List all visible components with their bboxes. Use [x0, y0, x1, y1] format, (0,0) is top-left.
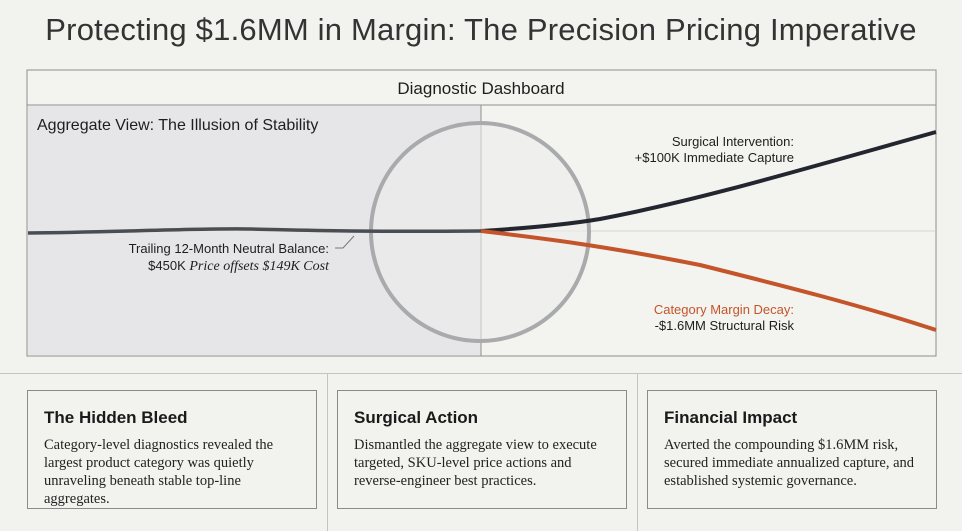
aggregate-label: Aggregate View: The Illusion of Stabilit…	[37, 117, 318, 134]
section-divider	[0, 373, 962, 374]
neutral-label-prefix: $450K	[148, 258, 186, 273]
neutral-label-line2: $450K Price offsets $149K Cost	[148, 258, 330, 274]
page-title: Protecting $1.6MM in Margin: The Precisi…	[45, 12, 917, 47]
card-title: Financial Impact	[664, 408, 798, 427]
card-financial-impact: Financial Impact Averted the compounding…	[647, 390, 937, 509]
card-title: Surgical Action	[354, 408, 479, 427]
card-surgical-action: Surgical Action Dismantled the aggregate…	[337, 390, 627, 509]
column-divider	[327, 373, 328, 531]
intervention-label-line2: +$100K Immediate Capture	[635, 150, 794, 165]
decay-line	[480, 229, 937, 332]
card-hidden-bleed: The Hidden Bleed Category-level diagnost…	[27, 390, 317, 509]
card-body: Category-level diagnostics revealed the …	[44, 437, 274, 507]
intervention-line	[480, 130, 937, 233]
card-title: The Hidden Bleed	[44, 408, 188, 427]
neutral-label-line1: Trailing 12-Month Neutral Balance:	[129, 241, 329, 256]
card-body: Dismantled the aggregate view to execute…	[354, 437, 597, 489]
dashboard-header: Diagnostic Dashboard	[397, 79, 564, 98]
intervention-label-line1: Surgical Intervention:	[672, 134, 794, 149]
card-body: Averted the compounding $1.6MM risk, sec…	[664, 437, 915, 489]
decay-label-line1: Category Margin Decay:	[654, 302, 794, 317]
column-divider	[637, 373, 638, 531]
neutral-label-italic: Price offsets $149K Cost	[188, 259, 330, 274]
decay-label-line2: -$1.6MM Structural Risk	[655, 318, 795, 333]
leader-line	[335, 235, 355, 249]
aggregate-line	[27, 227, 482, 235]
